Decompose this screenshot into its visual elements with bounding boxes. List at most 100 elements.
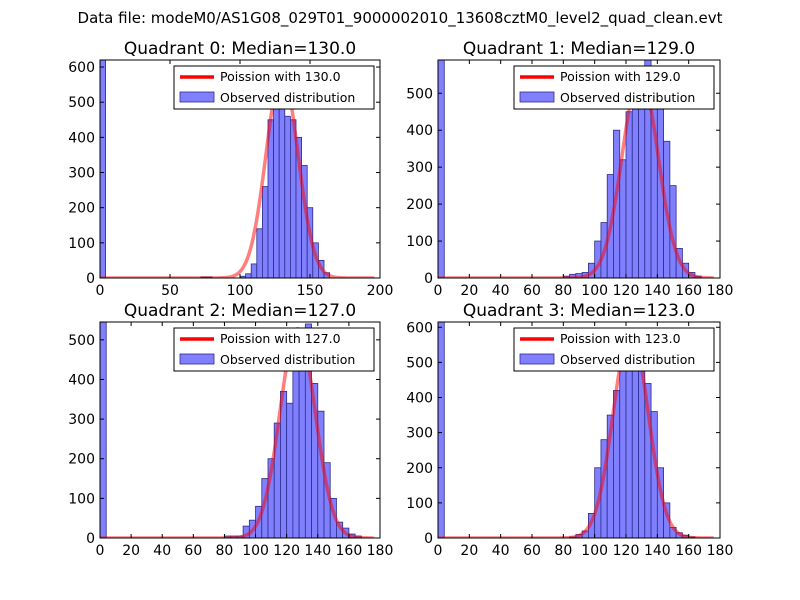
plot-area bbox=[438, 322, 715, 538]
histogram-bar bbox=[256, 228, 263, 278]
x-tick-label: 40 bbox=[492, 283, 510, 299]
histogram-bar bbox=[625, 361, 633, 538]
histogram-bar bbox=[625, 111, 633, 278]
x-tick-label: 40 bbox=[492, 543, 510, 559]
x-tick-label: 0 bbox=[96, 283, 105, 299]
x-tick-label: 80 bbox=[554, 283, 572, 299]
x-tick-label: 100 bbox=[581, 543, 608, 559]
y-tick-label: 500 bbox=[406, 355, 433, 371]
x-tick-label: 200 bbox=[367, 283, 394, 299]
histogram-bar bbox=[631, 89, 639, 278]
figure-suptitle: Data file: modeM0/AS1G08_029T01_90000020… bbox=[78, 9, 723, 28]
y-tick-label: 200 bbox=[68, 201, 95, 217]
x-tick-label: 20 bbox=[460, 543, 478, 559]
axes-frame bbox=[437, 59, 721, 279]
y-tick-label: 0 bbox=[86, 531, 95, 547]
y-tick-label: 100 bbox=[68, 236, 95, 252]
x-tick-label: 0 bbox=[434, 283, 443, 299]
histogram-bar bbox=[245, 273, 252, 278]
legend: Poission with 123.0 Observed distribution bbox=[513, 327, 715, 372]
legend-label-observed: Observed distribution bbox=[560, 352, 695, 367]
x-tick-label: 120 bbox=[613, 543, 640, 559]
x-tick-label: 180 bbox=[707, 543, 734, 559]
x-tick-label: 60 bbox=[523, 543, 541, 559]
x-tick-label: 100 bbox=[242, 543, 269, 559]
x-tick-label: 100 bbox=[227, 283, 254, 299]
x-tick-label: 180 bbox=[367, 543, 394, 559]
y-tick-label: 400 bbox=[68, 130, 95, 146]
panel-title: Quadrant 0: Median=130.0 bbox=[124, 39, 356, 59]
panel-title: Quadrant 1: Median=129.0 bbox=[463, 39, 695, 59]
y-tick-label: 200 bbox=[406, 461, 433, 477]
axes-frame bbox=[437, 321, 721, 539]
y-tick-label: 300 bbox=[68, 412, 95, 428]
x-tick-label: 20 bbox=[122, 543, 140, 559]
legend: Poission with 129.0 Observed distribution bbox=[513, 65, 715, 110]
legend-label-poisson: Poission with 127.0 bbox=[220, 331, 341, 346]
histogram-bar bbox=[250, 263, 258, 278]
poisson-curve bbox=[100, 326, 375, 538]
y-tick-label: 0 bbox=[86, 271, 95, 287]
x-tick-label: 120 bbox=[613, 283, 640, 299]
legend: Poission with 130.0 Observed distribution bbox=[173, 65, 375, 110]
y-tick-label: 600 bbox=[68, 60, 95, 76]
x-tick-label: 0 bbox=[96, 543, 105, 559]
quadrant-0-panel: Quadrant 0: Median=130.0 0 50 100 150 200 0 100… bbox=[68, 39, 393, 299]
legend-label-observed: Observed distribution bbox=[560, 90, 695, 105]
legend-label-observed: Observed distribution bbox=[220, 90, 355, 105]
y-tick-label: 300 bbox=[406, 426, 433, 442]
x-tick-label: 160 bbox=[336, 543, 363, 559]
panel-title: Quadrant 3: Median=123.0 bbox=[463, 301, 695, 321]
y-tick-label: 400 bbox=[406, 123, 433, 139]
x-tick-label: 140 bbox=[304, 543, 331, 559]
axes-frame bbox=[99, 321, 381, 539]
y-tick-label: 500 bbox=[68, 333, 95, 349]
y-tick-label: 100 bbox=[68, 491, 95, 507]
y-tick-label: 300 bbox=[406, 160, 433, 176]
legend-bar-swatch bbox=[519, 353, 555, 365]
legend: Poission with 127.0 Observed distribution bbox=[173, 327, 375, 372]
x-tick-label: 40 bbox=[153, 543, 171, 559]
y-tick-label: 300 bbox=[68, 166, 95, 182]
y-tick-label: 200 bbox=[68, 452, 95, 468]
x-tick-label: 50 bbox=[161, 283, 179, 299]
legend-label-poisson: Poission with 123.0 bbox=[560, 331, 681, 346]
histogram-bar bbox=[438, 60, 445, 278]
histogram-bar bbox=[261, 186, 269, 278]
legend-bar-swatch bbox=[179, 91, 215, 103]
x-tick-label: 20 bbox=[460, 283, 478, 299]
histogram-bar bbox=[100, 60, 106, 278]
y-tick-label: 600 bbox=[406, 320, 433, 336]
histogram-bar bbox=[292, 359, 300, 538]
histogram-bar bbox=[100, 322, 107, 538]
x-tick-label: 60 bbox=[184, 543, 202, 559]
x-tick-label: 150 bbox=[297, 283, 324, 299]
poisson-curve bbox=[438, 328, 715, 538]
histogram-bar bbox=[619, 159, 627, 278]
y-tick-label: 400 bbox=[406, 391, 433, 407]
y-tick-label: 500 bbox=[406, 86, 433, 102]
histogram-bar bbox=[284, 115, 291, 278]
poisson-curve bbox=[100, 71, 376, 278]
x-tick-label: 80 bbox=[554, 543, 572, 559]
x-tick-label: 160 bbox=[675, 283, 702, 299]
x-tick-label: 160 bbox=[675, 543, 702, 559]
quadrant-2-panel: Quadrant 2: Median=127.00 20 40 60 80 100 120 1… bbox=[68, 301, 393, 559]
y-tick-label: 200 bbox=[406, 197, 433, 213]
x-tick-label: 80 bbox=[216, 543, 234, 559]
y-tick-label: 100 bbox=[406, 234, 433, 250]
legend-label-poisson: Poission with 129.0 bbox=[560, 69, 681, 84]
legend-label-observed: Observed distribution bbox=[220, 352, 355, 367]
histogram-bar bbox=[638, 81, 646, 278]
y-tick-label: 0 bbox=[424, 531, 433, 547]
y-tick-label: 500 bbox=[68, 95, 95, 111]
legend-bar-swatch bbox=[179, 353, 215, 365]
histogram-bar bbox=[273, 105, 280, 278]
histogram-bar bbox=[286, 402, 294, 538]
panel-title: Quadrant 2: Median=127.0 bbox=[124, 301, 356, 321]
x-tick-label: 120 bbox=[273, 543, 300, 559]
x-tick-label: 0 bbox=[434, 543, 443, 559]
x-tick-label: 140 bbox=[644, 543, 671, 559]
quadrant-3-panel: Quadrant 3: Median=123.00 20 40 60 80 100 120 1… bbox=[406, 301, 733, 559]
